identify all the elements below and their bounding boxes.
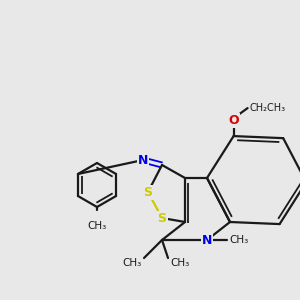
Text: O: O [228, 114, 239, 127]
Text: N: N [138, 154, 148, 166]
Text: CH₃: CH₃ [170, 258, 189, 268]
Text: S: S [143, 185, 152, 199]
Text: S: S [158, 212, 166, 224]
Text: CH₂CH₃: CH₂CH₃ [250, 103, 286, 113]
Text: CH₃: CH₃ [87, 221, 106, 231]
Text: CH₃: CH₃ [123, 258, 142, 268]
Text: CH₃: CH₃ [229, 235, 248, 245]
Text: N: N [202, 233, 212, 247]
